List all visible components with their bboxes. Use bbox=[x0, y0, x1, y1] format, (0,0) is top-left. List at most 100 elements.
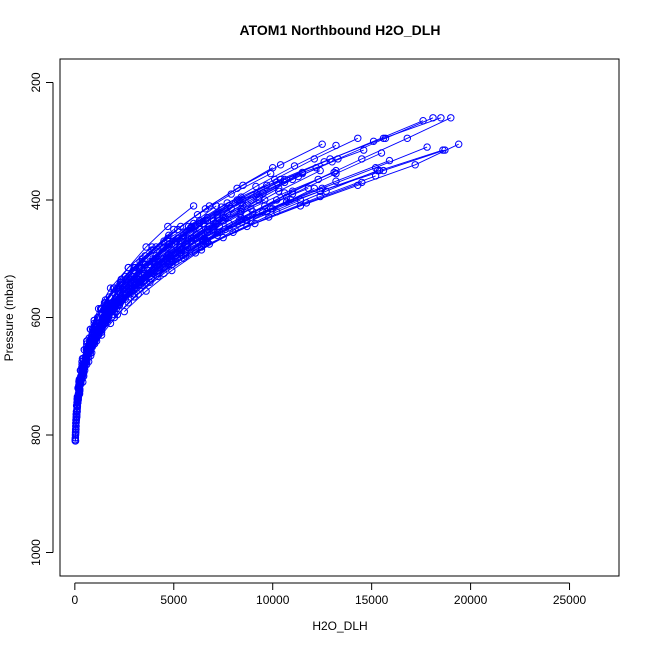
data-point bbox=[332, 141, 340, 150]
data-point bbox=[276, 161, 285, 169]
data-point bbox=[219, 213, 227, 222]
data-point bbox=[236, 209, 244, 218]
data-point bbox=[106, 319, 115, 328]
data-point bbox=[330, 168, 338, 177]
y-tick-label: 600 bbox=[29, 307, 43, 327]
series-55 bbox=[106, 114, 455, 328]
data-point bbox=[72, 415, 81, 423]
data-point bbox=[385, 156, 394, 165]
data-point bbox=[160, 243, 168, 251]
series-53 bbox=[100, 172, 303, 325]
series-52 bbox=[120, 184, 318, 316]
data-point bbox=[182, 252, 190, 260]
data-point bbox=[73, 406, 81, 414]
data-point bbox=[142, 287, 150, 295]
data-point bbox=[437, 114, 445, 122]
data-point bbox=[187, 234, 196, 242]
x-tick-label: 15000 bbox=[355, 593, 389, 607]
data-point bbox=[235, 216, 243, 225]
data-point bbox=[172, 258, 180, 266]
data-point bbox=[197, 246, 206, 254]
y-axis: 200 400 600 800 1000 bbox=[29, 72, 54, 566]
data-point bbox=[85, 346, 94, 354]
data-point bbox=[273, 196, 281, 204]
data-point bbox=[239, 181, 247, 190]
series-38 bbox=[74, 114, 437, 404]
data-point bbox=[90, 333, 99, 341]
y-tick-label: 400 bbox=[29, 190, 43, 210]
data-point bbox=[71, 430, 80, 438]
data-point bbox=[332, 177, 340, 185]
series-line bbox=[76, 144, 337, 407]
data-point bbox=[124, 299, 133, 307]
chart-title: ATOM1 Northbound H2O_DLH bbox=[240, 22, 441, 38]
data-point bbox=[411, 161, 419, 169]
series-24 bbox=[83, 134, 362, 369]
series-line bbox=[92, 199, 260, 345]
data-point bbox=[142, 243, 150, 251]
data-point bbox=[120, 284, 128, 292]
data-point bbox=[116, 296, 125, 304]
data-point bbox=[83, 353, 91, 362]
data-point bbox=[138, 263, 146, 272]
series-19 bbox=[74, 117, 427, 407]
data-point bbox=[261, 196, 269, 204]
data-point bbox=[371, 172, 380, 180]
series-49 bbox=[88, 196, 263, 348]
series-44 bbox=[73, 141, 340, 411]
data-point bbox=[160, 255, 168, 263]
series-line bbox=[110, 117, 451, 324]
x-axis-label: H2O_DLH bbox=[312, 619, 367, 633]
data-point bbox=[136, 275, 144, 283]
y-tick-label: 1000 bbox=[29, 539, 43, 566]
data-point bbox=[447, 114, 455, 122]
y-axis-label: Pressure (mbar) bbox=[2, 275, 16, 362]
data-point bbox=[100, 316, 109, 325]
data-point bbox=[334, 155, 342, 163]
data-point bbox=[360, 146, 368, 154]
data-point bbox=[403, 134, 411, 143]
data-point bbox=[159, 244, 167, 252]
data-point bbox=[379, 134, 388, 143]
x-tick-label: 20000 bbox=[454, 593, 488, 607]
data-point bbox=[78, 372, 86, 380]
data-point bbox=[154, 272, 162, 281]
data-point bbox=[354, 134, 362, 143]
plot-frame bbox=[59, 58, 620, 577]
series-line bbox=[123, 187, 315, 312]
data-point bbox=[231, 225, 239, 234]
data-point bbox=[164, 222, 172, 231]
data-point bbox=[294, 172, 303, 181]
data-point bbox=[265, 213, 273, 221]
series-30 bbox=[85, 184, 283, 357]
data-point bbox=[332, 169, 340, 178]
data-point bbox=[290, 162, 299, 170]
data-point bbox=[205, 202, 214, 210]
data-point bbox=[298, 168, 307, 177]
x-tick-label: 10000 bbox=[256, 593, 290, 607]
data-point bbox=[110, 313, 119, 322]
data-point bbox=[280, 175, 289, 184]
data-point bbox=[381, 134, 390, 143]
x-tick-label: 0 bbox=[71, 593, 78, 607]
data-point bbox=[439, 146, 447, 154]
x-tick-label: 5000 bbox=[160, 593, 187, 607]
data-point bbox=[251, 219, 259, 228]
data-point bbox=[375, 166, 384, 175]
series-line bbox=[77, 117, 434, 400]
data-point bbox=[358, 155, 366, 163]
data-point bbox=[314, 175, 322, 184]
data-point bbox=[201, 237, 210, 245]
series-line bbox=[104, 176, 299, 321]
data-point bbox=[255, 193, 263, 201]
data-point bbox=[316, 192, 324, 201]
series-line bbox=[76, 171, 335, 411]
data-point bbox=[130, 293, 138, 301]
data-point bbox=[252, 182, 260, 191]
data-point bbox=[455, 140, 463, 148]
x-axis: 0 5000 10000 15000 20000 25000 bbox=[71, 582, 587, 607]
series-line bbox=[77, 120, 424, 403]
data-point bbox=[239, 196, 247, 204]
data-point bbox=[233, 184, 241, 193]
